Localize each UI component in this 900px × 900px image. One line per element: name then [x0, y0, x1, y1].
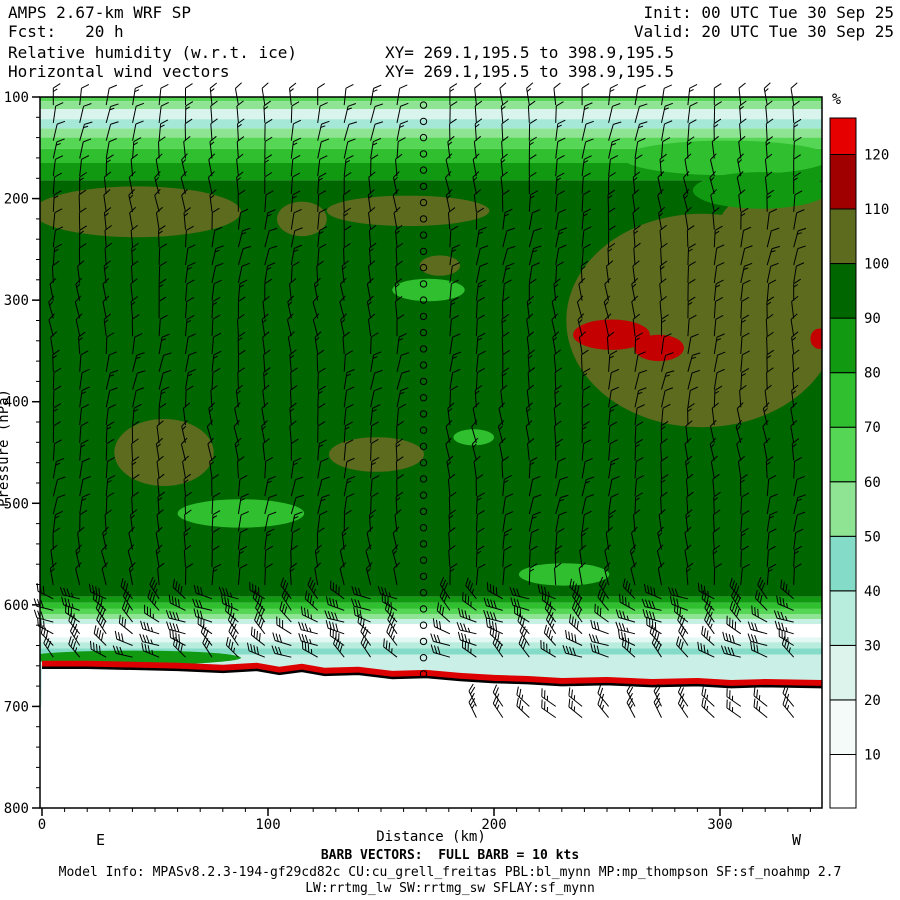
west-label: W [792, 831, 802, 849]
calm-wind-circle [419, 377, 428, 386]
calm-wind-circle [419, 670, 428, 678]
calm-wind-circle [419, 556, 428, 564]
model-title: AMPS 2.67-km WRF SP [8, 3, 192, 22]
calm-wind-circle [419, 410, 428, 418]
calm-wind-circle [419, 101, 428, 109]
model-info-2: LW:rrtmg_lw SW:rrtmg_sw SFLAY:sf_mynn [305, 881, 595, 896]
svg-text:600: 600 [4, 598, 29, 614]
calm-wind-circle [419, 524, 428, 532]
svg-text:120: 120 [864, 148, 889, 164]
svg-text:20: 20 [864, 693, 881, 709]
svg-text:300: 300 [707, 817, 732, 833]
calm-wind-circle [419, 605, 428, 613]
init-time: Init: 00 UTC Tue 30 Sep 25 [643, 3, 894, 22]
wind-barbs [33, 82, 807, 719]
calm-wind-circle [419, 215, 428, 223]
calm-wind-circle [419, 442, 428, 451]
calm-wind-circle [419, 345, 428, 353]
colorbar-units: % [832, 90, 841, 108]
calm-wind-circle [419, 117, 428, 126]
calm-wind-circle [419, 280, 428, 288]
calm-wind-circle [419, 296, 428, 304]
colorbar-labels: 10 20 30 40 50 60 70 80 90 100 110 120% [832, 90, 889, 764]
colorbar: 10 20 30 40 50 60 70 80 90 100 110 120% [829, 90, 889, 809]
calm-wind-circle [419, 491, 428, 499]
svg-text:100: 100 [4, 90, 29, 106]
barb-note: BARB VECTORS: FULL BARB = 10 kts [320, 848, 580, 863]
calm-wind-circle [419, 166, 428, 174]
east-label: E [96, 831, 106, 849]
calm-wind-circle [419, 507, 428, 516]
svg-text:90: 90 [864, 311, 881, 327]
svg-text:200: 200 [481, 817, 506, 833]
calm-wind-circle [419, 328, 428, 337]
vector-name: Horizontal wind vectors [8, 62, 230, 81]
calm-wind-circle [419, 231, 428, 239]
svg-text:40: 40 [864, 584, 881, 600]
svg-text:100: 100 [864, 257, 889, 273]
field-name: Relative humidity (w.r.t. ice) [8, 43, 297, 62]
calm-wind-circle [419, 572, 428, 581]
valid-time: Valid: 20 UTC Tue 30 Sep 25 [633, 22, 894, 41]
svg-text:300: 300 [4, 293, 29, 309]
rh-field [40, 97, 822, 808]
xy-range-2: XY= 269.1,195.5 to 398.9,195.5 [385, 62, 674, 81]
svg-text:80: 80 [864, 366, 881, 382]
calm-wind-circle [419, 621, 428, 629]
svg-text:500: 500 [4, 496, 29, 512]
calm-wind-circle [419, 312, 428, 321]
svg-text:200: 200 [4, 192, 29, 208]
calm-wind-circle [419, 263, 428, 272]
svg-text:400: 400 [4, 395, 29, 411]
calm-wind-circle [419, 654, 428, 662]
calm-wind-circle [419, 637, 428, 646]
svg-text:110: 110 [864, 202, 889, 218]
svg-text:0: 0 [38, 817, 46, 833]
svg-text:800: 800 [4, 801, 29, 817]
calm-wind-circle [419, 540, 428, 548]
svg-text:10: 10 [864, 748, 881, 764]
axes [32, 96, 823, 816]
svg-text:30: 30 [864, 638, 881, 654]
calm-wind-circle [419, 150, 428, 158]
calm-wind-circle [419, 394, 428, 402]
calm-wind-circle [419, 361, 428, 369]
calm-wind-circle [419, 475, 428, 483]
svg-text:60: 60 [864, 475, 881, 491]
x-axis-label: Distance (km) [376, 829, 486, 845]
forecast-hour: Fcst: 20 h [8, 22, 124, 41]
svg-text:100: 100 [255, 817, 280, 833]
svg-text:50: 50 [864, 529, 881, 545]
model-info: Model Info: MPASv8.2.3-194-gf29cd82c CU:… [58, 865, 842, 880]
calm-wind-circle [419, 589, 428, 597]
axis-tick-labels: 100 200 300 400 500 600 700 800 0 100 200 300 [4, 90, 733, 833]
xy-range-1: XY= 269.1,195.5 to 398.9,195.5 [385, 43, 674, 62]
calm-wind-circle [419, 182, 428, 191]
calm-wind-circle [419, 459, 428, 467]
calm-wind-circle [419, 133, 428, 142]
calm-wind-circle [419, 426, 428, 434]
svg-text:70: 70 [864, 420, 881, 436]
calm-wind-circle [419, 247, 428, 256]
svg-text:700: 700 [4, 699, 29, 715]
calm-wind-circle [419, 198, 428, 207]
